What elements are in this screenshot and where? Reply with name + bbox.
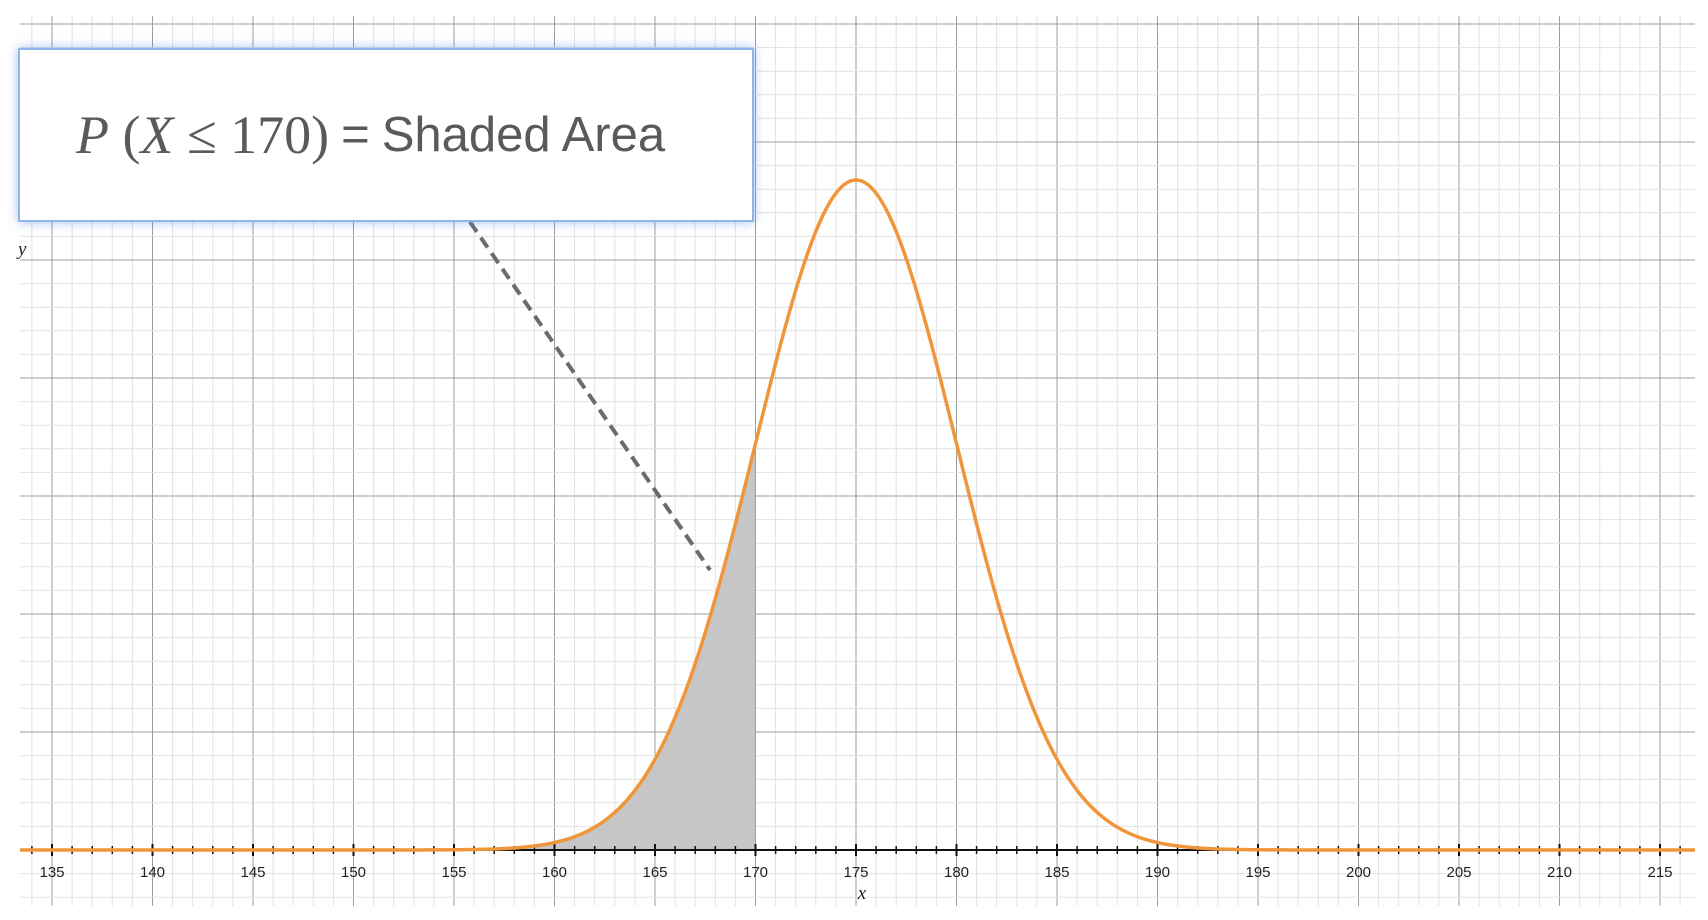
x-tick-label: 160 (542, 864, 567, 881)
x-tick-label: 195 (1245, 864, 1270, 881)
open-paren: ( (122, 105, 141, 165)
x-tick-label: 140 (140, 864, 165, 881)
x-axis-label: x (857, 883, 867, 904)
random-variable: X (140, 105, 174, 165)
x-tick-label: 175 (843, 864, 868, 881)
x-tick-label: 205 (1446, 864, 1471, 881)
x-tick-label: 165 (642, 864, 667, 881)
equals-sign: = (341, 108, 370, 162)
x-tick-label: 180 (944, 864, 969, 881)
x-tick-label: 200 (1346, 864, 1371, 881)
annotation-rhs: Shaded Area (381, 108, 666, 162)
shaded-area (353, 443, 756, 850)
x-tick-label: 135 (39, 864, 64, 881)
x-tick-label: 145 (240, 864, 265, 881)
probability-expression: P (X ≤ 170) (76, 104, 329, 166)
x-tick-label: 215 (1647, 864, 1672, 881)
probability-annotation-box: P (X ≤ 170) = Shaded Area (18, 48, 754, 222)
x-tick-label: 210 (1547, 864, 1572, 881)
less-equal-symbol: ≤ (186, 105, 217, 165)
x-tick-label: 155 (441, 864, 466, 881)
x-tick-labels: 135 140 145 150 155 160 165 170 175 180 185 190 195 2… (39, 864, 1672, 881)
x-tick-label: 190 (1145, 864, 1170, 881)
x-tick-label: 150 (341, 864, 366, 881)
density-curve (20, 178, 1695, 852)
threshold-value: 170 (230, 105, 312, 165)
y-axis-label: y (16, 239, 27, 260)
x-tick-label: 170 (743, 864, 768, 881)
close-paren: ) (311, 105, 330, 165)
annotation-pointer-line (468, 220, 712, 572)
probability-symbol: P (76, 105, 109, 165)
x-tick-label: 185 (1044, 864, 1069, 881)
